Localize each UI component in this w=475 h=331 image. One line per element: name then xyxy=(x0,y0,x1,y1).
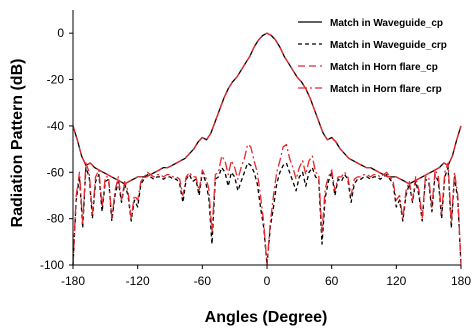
legend-label-4: Match in Horn flare_crp xyxy=(330,84,442,95)
legend-label-1: Match in Waveguide_cp xyxy=(330,18,443,29)
x-tick-label: -180 xyxy=(61,274,85,288)
x-tick-label: -120 xyxy=(126,274,150,288)
x-tick-label: 60 xyxy=(325,274,339,288)
legend-label-3: Match in Horn flare_cp xyxy=(330,62,438,73)
series-line-4 xyxy=(73,145,461,266)
y-tick-label: 0 xyxy=(57,26,64,40)
x-tick-label: 180 xyxy=(451,274,471,288)
axes-layer: 0 -20 -40 -60 -80 -100 -180 -120 -60 0 60 120 180 xyxy=(40,10,471,288)
legend-label-2: Match in Waveguide_crp xyxy=(330,40,447,51)
series-line-3 xyxy=(73,33,461,184)
legend: Match in Waveguide_cp Match in Waveguide_… xyxy=(298,18,447,95)
y-tick-label: -80 xyxy=(47,212,65,226)
plot-area: 0 -20 -40 -60 -80 -100 -180 -120 -60 0 60 120 180 xyxy=(40,10,471,288)
series-line-1 xyxy=(73,33,461,184)
y-tick-label: -40 xyxy=(47,119,65,133)
y-tick-label: -60 xyxy=(47,165,65,179)
x-axis-title: Angles (Degree) xyxy=(205,309,328,326)
x-tick-label: -60 xyxy=(194,274,212,288)
y-axis-title: Radiation Pattern (dB) xyxy=(9,59,26,228)
y-tick-label: -100 xyxy=(40,258,64,272)
x-tick-label: 120 xyxy=(386,274,406,288)
y-tick-label: -20 xyxy=(47,73,65,87)
x-tick-label: 0 xyxy=(264,274,271,288)
